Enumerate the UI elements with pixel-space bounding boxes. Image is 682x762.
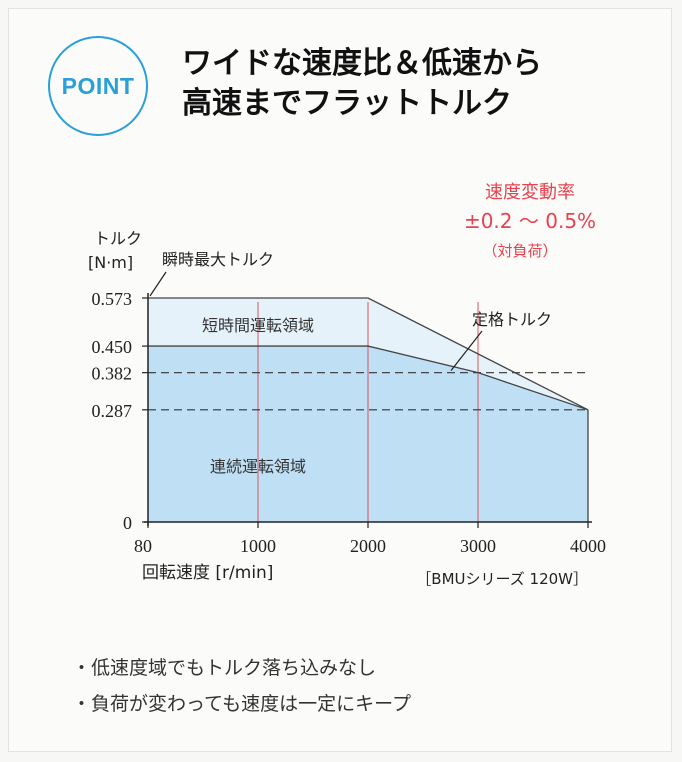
x-tick-label-1: 1000: [240, 536, 276, 556]
annotation-rated-leader: [450, 330, 483, 372]
y-tick-label-2: 0.382: [92, 364, 133, 384]
annotation-rated-torque: 定格トルク: [472, 310, 552, 329]
x-tick-label-3: 3000: [460, 536, 496, 556]
bullet-list: ・低速度域でもトルク落ち込みなし ・負荷が変わっても速度は一定にキープ: [72, 650, 411, 722]
y-tick-label-0: 0: [123, 513, 132, 533]
model-label: ［BMUシリーズ 120W］: [416, 570, 588, 588]
headline: ワイドな速度比＆低速から 高速までフラットトルク: [182, 44, 662, 124]
series-label-1: 短時間運転領域: [202, 316, 314, 335]
series-outline-1: [148, 297, 589, 411]
y-axis-label-1: トルク: [94, 229, 142, 248]
annotation-peak-torque: 瞬時最大トルク: [162, 250, 274, 269]
point-badge-label: POINT: [61, 72, 135, 99]
bullet-item-1: ・低速度域でもトルク落ち込みなし: [72, 657, 377, 679]
y-tick-label-1: 0.287: [92, 401, 133, 421]
x-tick-label-0: 80: [134, 536, 152, 556]
annotation-peak-leader: [149, 271, 167, 297]
headline-line2: 高速までフラットトルク: [182, 86, 512, 121]
y-axis-label-2: [N·m]: [88, 253, 133, 272]
headline-line1: ワイドな速度比＆低速から: [182, 46, 542, 81]
series-outline-2: [148, 345, 589, 411]
speed-variation-value: ±0.2 ～ 0.5%: [464, 209, 596, 233]
speed-variation-note: （対負荷）: [482, 242, 557, 260]
x-tick-label-2: 2000: [350, 536, 386, 556]
speed-variation-title: 速度変動率: [485, 182, 575, 203]
x-tick-label-4: 4000: [570, 536, 606, 556]
x-axis-label: 回転速度 [r/min]: [142, 563, 273, 583]
series-label-2: 連続運転領域: [210, 457, 306, 476]
y-tick-label-4: 0.573: [92, 289, 133, 309]
y-tick-label-3: 0.450: [92, 337, 133, 357]
point-badge: POINT: [48, 36, 148, 136]
bullet-item-2: ・負荷が変わっても速度は一定にキープ: [72, 693, 411, 715]
